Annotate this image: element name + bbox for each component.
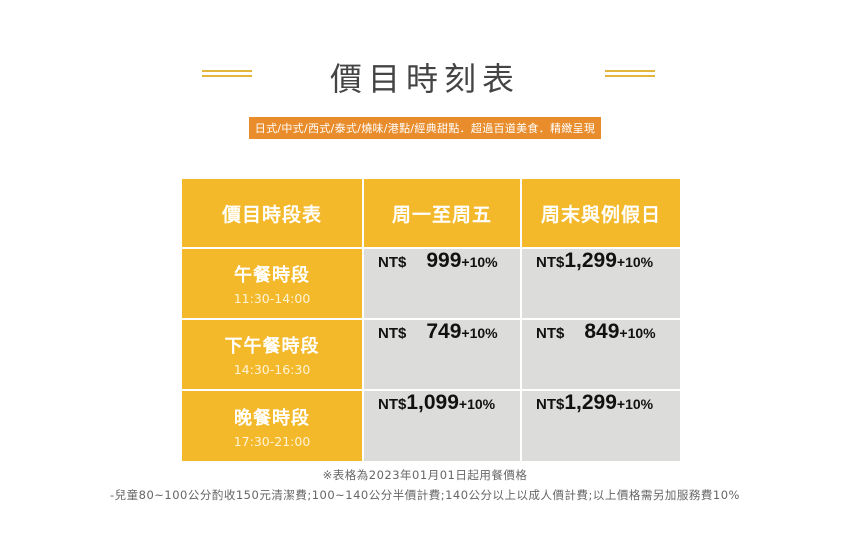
tagline-wrapper: 日式/中式/西式/泰式/燒味/港點/經典甜點．超過百道美食．精緻呈現	[0, 117, 850, 139]
header-weekday: 周一至周五	[364, 179, 520, 247]
price-service: +10%	[619, 325, 656, 341]
header-weekday-label: 周一至周五	[391, 203, 492, 226]
period-dinner: 晚餐時段 17:30-21:00	[182, 391, 362, 461]
title-decoration-right	[605, 70, 655, 77]
header-weekend: 周末與例假日	[522, 179, 680, 247]
period-name: 晚餐時段	[234, 407, 310, 429]
header-weekend-label: 周末與例假日	[540, 203, 661, 226]
price-amount: 1,299	[564, 391, 617, 414]
price-currency: NT$	[536, 396, 565, 413]
price-dinner-weekday: NT$ 1,099 +10%	[364, 391, 520, 461]
period-time: 11:30-14:00	[233, 291, 311, 306]
period-time: 14:30-16:30	[233, 362, 311, 377]
period-name: 下午餐時段	[224, 336, 320, 357]
price-afternoon-weekend: NT$ 849 +10%	[522, 320, 680, 389]
price-amount: 849	[584, 320, 620, 343]
title-decoration-left	[202, 70, 252, 77]
price-currency: NT$	[378, 396, 407, 413]
period-name: 午餐時段	[234, 265, 310, 286]
price-amount: 1,299	[564, 249, 617, 272]
period-lunch: 午餐時段 11:30-14:00	[182, 249, 362, 318]
price-table: 價目時段表 周一至周五 周末與例假日 午餐時段 11:30-14:00 NT$ …	[182, 179, 680, 461]
price-lunch-weekend: NT$ 1,299 +10%	[522, 249, 680, 318]
price-amount: 1,099	[406, 391, 459, 414]
price-currency: NT$	[536, 254, 565, 271]
tagline-banner: 日式/中式/西式/泰式/燒味/港點/經典甜點．超過百道美食．精緻呈現	[248, 117, 602, 139]
period-afternoon: 下午餐時段 14:30-16:30	[182, 320, 362, 389]
price-afternoon-weekday: NT$ 749 +10%	[364, 320, 520, 389]
children-pricing-note: -兒童80~100公分酌收150元清潔費;100~140公分半價計費;140公分…	[110, 488, 740, 502]
period-time: 17:30-21:00	[233, 433, 311, 449]
page-title: 價目時刻表	[329, 60, 520, 98]
price-service: +10%	[616, 396, 654, 412]
price-amount: 749	[426, 320, 462, 343]
price-service: +10%	[616, 254, 654, 270]
price-service: +10%	[458, 396, 496, 412]
price-service: +10%	[461, 325, 498, 341]
header-period: 價目時段表	[182, 179, 362, 247]
price-currency: NT$	[378, 254, 407, 271]
price-amount: 999	[426, 249, 462, 272]
header-period-label: 價目時段表	[221, 203, 322, 226]
effective-date-note: ※表格為2023年01月01日起用餐價格	[322, 468, 528, 482]
price-dinner-weekend: NT$ 1,299 +10%	[522, 391, 680, 461]
price-currency: NT$	[536, 325, 565, 342]
price-lunch-weekday: NT$ 999 +10%	[364, 249, 520, 318]
title-row: 價目時刻表	[0, 52, 850, 98]
price-currency: NT$	[378, 325, 407, 342]
price-service: +10%	[461, 254, 498, 270]
